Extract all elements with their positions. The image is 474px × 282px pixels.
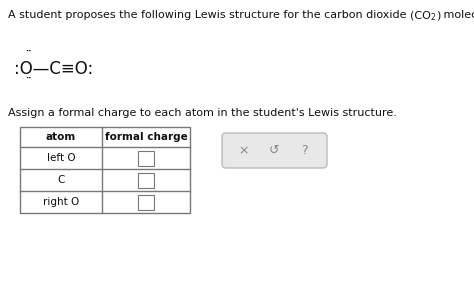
Text: formal charge: formal charge: [105, 132, 187, 142]
Text: ··: ··: [25, 48, 31, 57]
Text: A student proposes the following Lewis structure for the carbon dioxide: A student proposes the following Lewis s…: [8, 10, 410, 20]
Text: Assign a formal charge to each atom in the student's Lewis structure.: Assign a formal charge to each atom in t…: [8, 108, 397, 118]
Bar: [138, 151, 154, 166]
Text: ): ): [436, 10, 440, 20]
Text: molecule.: molecule.: [440, 10, 474, 20]
Bar: [138, 195, 154, 210]
Text: ×: ×: [239, 144, 249, 157]
Text: ··: ··: [25, 75, 31, 84]
Text: atom: atom: [46, 132, 76, 142]
FancyBboxPatch shape: [222, 133, 327, 168]
Text: C: C: [57, 175, 64, 185]
Text: ↺: ↺: [269, 144, 279, 157]
Text: left O: left O: [46, 153, 75, 163]
Bar: [138, 173, 154, 188]
Text: (CO: (CO: [410, 10, 431, 20]
Text: :O—C≡O:: :O—C≡O:: [14, 60, 93, 78]
Text: ?: ?: [301, 144, 307, 157]
Bar: [20, 127, 190, 213]
Text: right O: right O: [43, 197, 79, 207]
Text: 2: 2: [431, 13, 436, 22]
